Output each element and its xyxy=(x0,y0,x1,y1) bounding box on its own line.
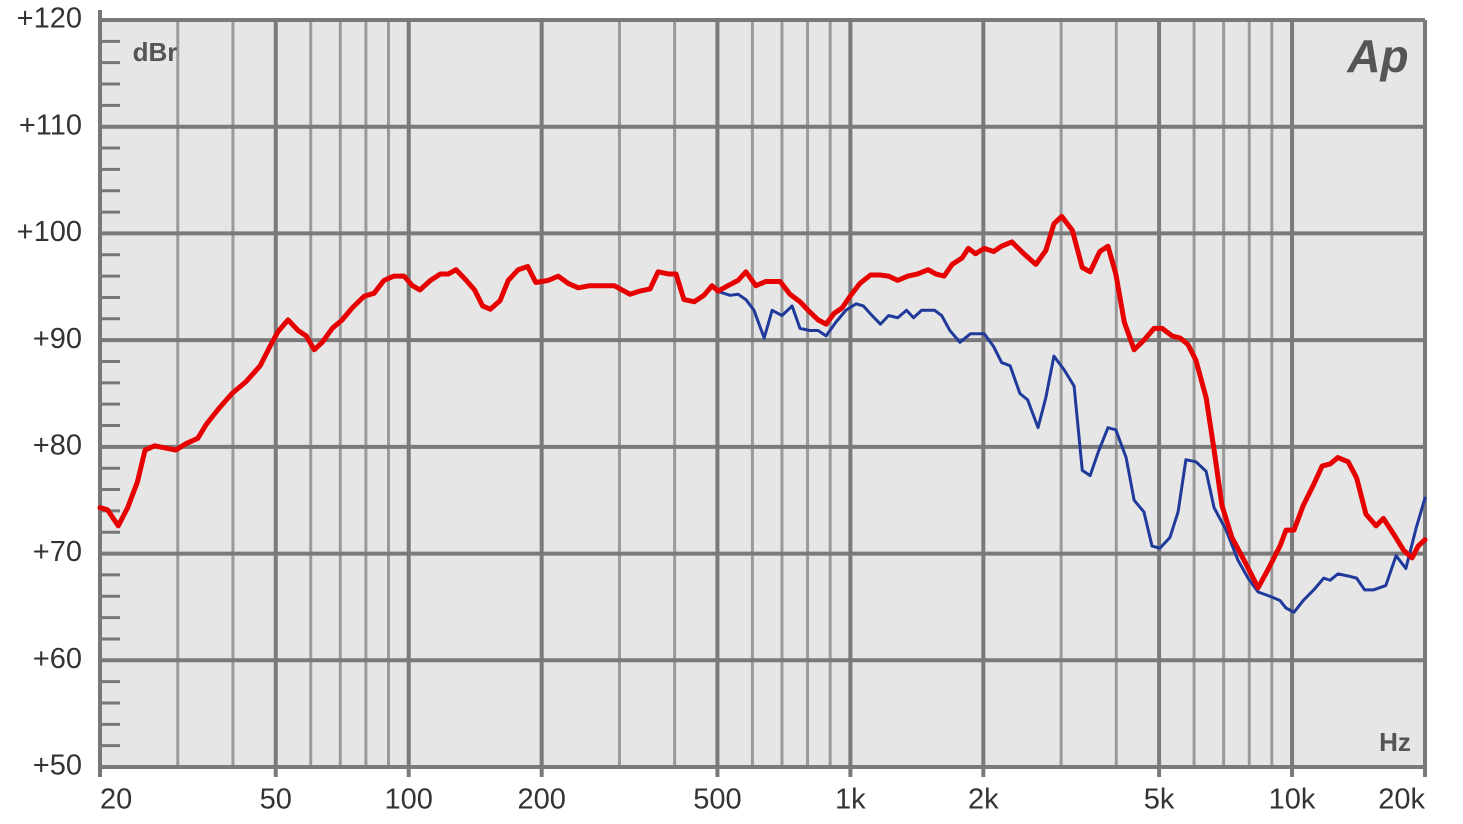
series-line xyxy=(97,213,1428,591)
y-tick-label: +90 xyxy=(33,323,82,355)
x-tick-label: 5k xyxy=(1144,784,1175,816)
y-tick-label: +50 xyxy=(33,750,82,782)
x-tick-label: 20k xyxy=(1378,784,1425,816)
x-unit-label: Hz xyxy=(1379,727,1411,757)
grid xyxy=(98,10,1427,777)
x-tick-label: 500 xyxy=(693,784,741,816)
y-tick-label: +70 xyxy=(33,536,82,568)
x-tick-label: 2k xyxy=(968,784,999,816)
y-tick-label: +60 xyxy=(33,643,82,675)
y-tick-label: +120 xyxy=(17,3,82,35)
x-tick-label: 10k xyxy=(1269,784,1316,816)
plot-background xyxy=(100,20,1425,767)
x-tick-label: 1k xyxy=(835,784,866,816)
x-tick-label: 50 xyxy=(260,784,292,816)
logo: Ap xyxy=(1346,30,1408,82)
y-tick-label: +110 xyxy=(19,109,82,141)
y-tick-label: +80 xyxy=(33,430,82,462)
y-tick-label: +100 xyxy=(17,216,82,248)
y-unit-label: dBr xyxy=(133,37,178,67)
lines xyxy=(97,213,1428,614)
x-tick-label: 100 xyxy=(385,784,433,816)
x-tick-label: 200 xyxy=(517,784,565,816)
x-tick-label: 20 xyxy=(100,784,132,816)
series-line xyxy=(718,290,1427,614)
